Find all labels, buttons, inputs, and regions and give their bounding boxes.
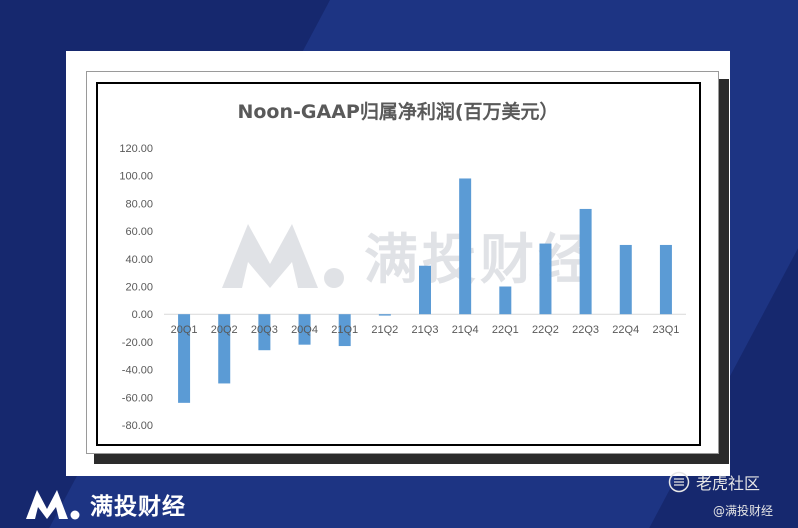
x-tick-label: 21Q2 — [371, 324, 398, 336]
watermark: 满投财经 — [218, 214, 596, 294]
x-tick-label: 22Q4 — [612, 324, 639, 336]
y-tick-label: 80.00 — [125, 198, 153, 210]
x-tick-label: 21Q1 — [331, 324, 358, 336]
y-tick-label: 120.00 — [119, 143, 153, 155]
y-tick-label: 20.00 — [125, 282, 153, 294]
x-tick-label: 20Q3 — [251, 324, 278, 336]
x-tick-label: 22Q2 — [532, 324, 559, 336]
bar-22Q4 — [619, 244, 632, 315]
x-axis: 20Q1 20Q2 20Q3 20Q4 21Q1 21Q2 21Q3 21Q4 22Q1 22Q2… — [171, 324, 680, 336]
community-label: 老虎社区 — [696, 474, 761, 493]
y-tick-label: -40.00 — [122, 365, 153, 377]
bar-20Q3 — [258, 314, 271, 351]
x-tick-label: 20Q1 — [171, 324, 198, 336]
y-tick-label: 60.00 — [125, 226, 153, 238]
bar-22Q3 — [579, 208, 592, 315]
brand: 满投财经 — [24, 486, 186, 522]
bar-22Q1 — [499, 286, 512, 315]
bar-21Q4 — [459, 178, 472, 315]
bar-22Q2 — [539, 243, 552, 315]
brand-logo-icon — [26, 490, 80, 520]
watermark-logo-icon — [222, 224, 344, 288]
chart-border — [96, 82, 701, 446]
bars — [178, 178, 672, 403]
account-handle: @满投财经 — [713, 504, 774, 518]
y-axis: 120.00 100.00 80.00 60.00 40.00 20.00 0.00 -20.… — [119, 143, 153, 432]
bar-chart: Noon-GAAP归属净利润(百万美元） 120.00 100.00 80.00 60… — [119, 100, 686, 432]
y-tick-label: -60.00 — [122, 392, 153, 404]
bar-21Q1 — [338, 314, 351, 347]
brand-name: 满投财经 — [90, 494, 186, 520]
watermark-text: 满投财经 — [364, 227, 596, 291]
y-tick-label: -20.00 — [122, 337, 153, 349]
bar-23Q1 — [659, 244, 672, 315]
tiger-logo-icon — [668, 471, 690, 493]
y-tick-label: 0.00 — [132, 309, 153, 321]
y-tick-label: -80.00 — [122, 420, 153, 432]
x-tick-label: 23Q1 — [652, 324, 679, 336]
y-tick-label: 100.00 — [119, 171, 153, 183]
x-tick-label: 22Q1 — [492, 324, 519, 336]
bar-21Q2 — [378, 314, 391, 316]
bar-20Q2 — [218, 314, 231, 384]
x-tick-label: 20Q4 — [291, 324, 318, 336]
x-tick-label: 22Q3 — [572, 324, 599, 336]
bar-21Q3 — [419, 265, 431, 315]
chart-title: Noon-GAAP归属净利润(百万美元） — [237, 100, 558, 123]
bar-20Q4 — [298, 314, 311, 345]
tiger-community: 老虎社区 — [668, 470, 760, 494]
y-tick-label: 40.00 — [125, 254, 153, 266]
x-tick-label: 21Q4 — [452, 324, 479, 336]
x-tick-label: 20Q2 — [211, 324, 238, 336]
bar-20Q1 — [178, 314, 191, 403]
x-tick-label: 21Q3 — [412, 324, 439, 336]
